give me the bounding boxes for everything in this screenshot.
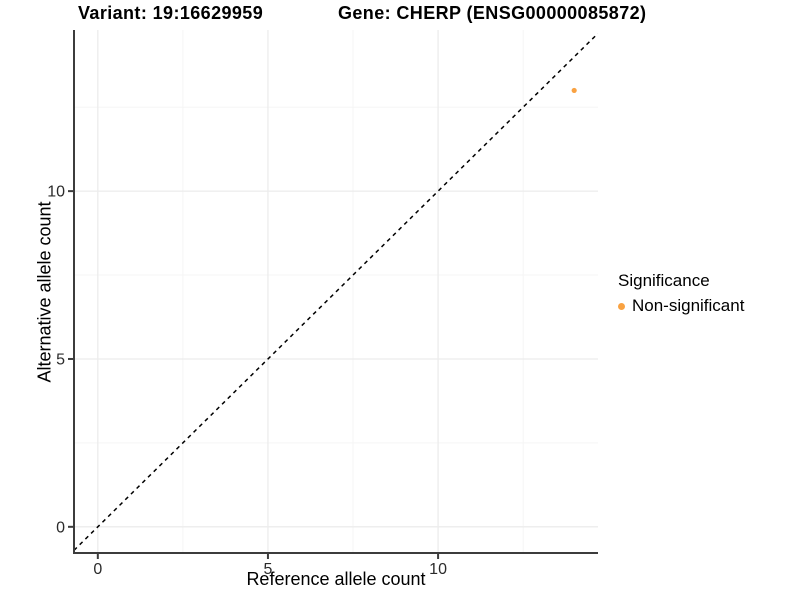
plot-title-variant: Variant: 19:16629959 xyxy=(78,3,264,23)
legend-dot-icon xyxy=(618,302,625,310)
legend-item-label: Non-significant xyxy=(632,296,745,315)
identity-dashed-line xyxy=(74,32,598,551)
x-tick-label: 0 xyxy=(93,561,102,578)
plot-title-gene: Gene: CHERP (ENSG00000085872) xyxy=(338,3,647,23)
y-axis-title: Alternative allele count xyxy=(34,201,55,383)
x-tick-label: 10 xyxy=(429,561,447,578)
legend: Significance Non-significant xyxy=(618,271,744,316)
legend-item: Non-significant xyxy=(618,296,744,316)
y-tick-label: 0 xyxy=(56,519,65,536)
data-point xyxy=(571,87,577,94)
y-tick-label: 10 xyxy=(47,184,65,201)
x-axis-title: Reference allele count xyxy=(246,569,426,589)
x-tick-label: 5 xyxy=(263,561,272,578)
legend-title: Significance xyxy=(618,271,710,290)
y-tick-label: 5 xyxy=(56,351,65,368)
legend-items: Non-significant xyxy=(618,296,744,316)
